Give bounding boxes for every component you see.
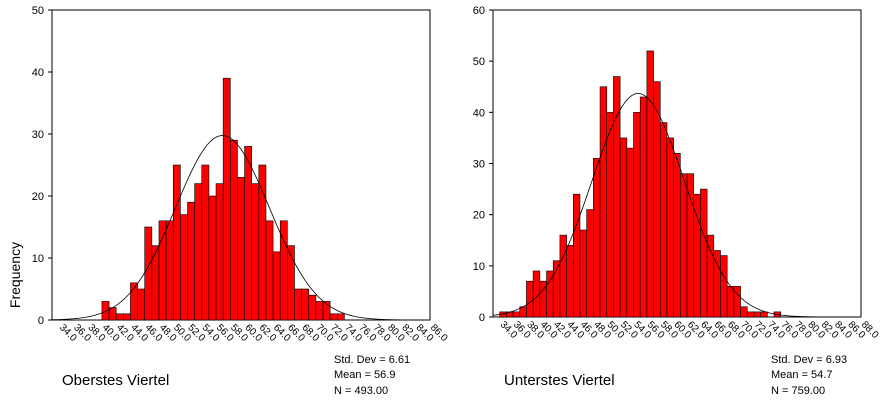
y-tick-label: 20 xyxy=(32,191,44,203)
histogram-bar xyxy=(201,164,210,321)
histogram-bar xyxy=(144,226,153,321)
histogram-bar xyxy=(208,195,217,321)
histogram-bar xyxy=(180,214,188,321)
y-tick-label: 50 xyxy=(32,5,44,17)
histogram-bar xyxy=(726,285,735,318)
stat-mean-unterstes: Mean = 54.7 xyxy=(771,369,832,381)
histogram-bar xyxy=(215,183,224,321)
y-tick-label: 10 xyxy=(473,261,485,273)
histogram-bar xyxy=(720,255,728,318)
y-tick-label: 40 xyxy=(473,107,485,119)
histogram-bar xyxy=(680,173,688,318)
histogram-bar xyxy=(315,301,324,321)
histogram-bar xyxy=(686,173,695,318)
histogram-bar xyxy=(258,164,267,321)
histogram-bar xyxy=(322,301,331,321)
histogram-bar xyxy=(666,137,674,318)
histogram-bar xyxy=(287,245,295,321)
normal-curve xyxy=(51,135,430,321)
histogram-bar xyxy=(559,234,567,318)
histogram-bar xyxy=(760,311,768,318)
x-tick-label: 86.0 xyxy=(428,322,450,344)
histogram-bar xyxy=(746,311,755,318)
y-tick-label: 50 xyxy=(473,56,485,68)
histogram-bar xyxy=(115,313,124,321)
histogram-bar xyxy=(301,288,310,321)
histogram-bar xyxy=(740,306,748,318)
histogram-bar xyxy=(593,158,601,318)
histogram-bar xyxy=(599,86,608,318)
histogram-bar xyxy=(265,220,274,321)
histogram-bar xyxy=(194,183,203,321)
y-tick-label: 10 xyxy=(32,253,44,265)
histogram-bar xyxy=(230,139,238,321)
y-tick-label: 40 xyxy=(32,67,44,79)
histogram-bar xyxy=(579,229,587,318)
stat-std-dev-oberstes: Std. Dev = 6.61 xyxy=(334,354,410,366)
chart-oberstes-viertel: 0102030405034.036.038.040.042.044.046.04… xyxy=(32,5,450,344)
histogram-bar xyxy=(137,288,146,321)
group-name-oberstes: Oberstes Viertel xyxy=(62,372,169,389)
histogram-bar xyxy=(653,81,661,318)
histogram-bar xyxy=(626,147,634,318)
histogram-bar xyxy=(572,193,581,318)
y-tick-label: 30 xyxy=(32,129,44,141)
histogram-bar xyxy=(646,50,654,318)
histogram-bar xyxy=(172,164,181,321)
histogram-bar xyxy=(123,313,131,321)
histogram-bar xyxy=(706,234,715,318)
histogram-bar xyxy=(329,313,338,321)
histogram-bar xyxy=(546,270,554,318)
histogram-bar xyxy=(639,96,648,318)
histogram-bar xyxy=(244,146,252,321)
histogram-bar xyxy=(586,209,594,318)
y-tick-label: 60 xyxy=(473,5,485,17)
histogram-bar xyxy=(336,313,345,321)
histogram-bar xyxy=(222,77,231,321)
histogram-bar xyxy=(187,201,195,321)
stat-n-unterstes: N = 759.00 xyxy=(771,385,825,397)
histogram-bar xyxy=(753,311,761,318)
y-tick-label: 0 xyxy=(479,312,485,324)
histogram-bar xyxy=(673,152,681,318)
histogram-bar xyxy=(251,183,260,321)
y-tick-label: 20 xyxy=(473,210,485,222)
histogram-bar xyxy=(566,245,574,318)
histogram-bar xyxy=(733,285,741,318)
histogram-bar xyxy=(272,251,281,321)
histogram-bar xyxy=(619,137,628,318)
histogram-bar xyxy=(151,245,160,321)
histogram-bar xyxy=(700,188,708,318)
histogram-bar xyxy=(512,311,521,318)
normal-curve xyxy=(492,93,861,318)
histogram-bar xyxy=(526,280,534,318)
stat-mean-oberstes: Mean = 56.9 xyxy=(334,369,395,381)
histogram-bar xyxy=(308,294,317,321)
y-tick-label: 0 xyxy=(38,315,44,327)
histogram-bar xyxy=(165,220,174,321)
y-axis-label: Frequency xyxy=(7,242,23,308)
y-tick-label: 30 xyxy=(473,159,485,171)
histogram-bar xyxy=(693,193,701,318)
histogram-bar xyxy=(294,288,302,321)
histogram-bar xyxy=(158,220,167,321)
stat-std-dev-unterstes: Std. Dev = 6.93 xyxy=(771,354,847,366)
stat-n-oberstes: N = 493.00 xyxy=(334,385,388,397)
histogram-bar xyxy=(606,112,614,318)
histogram-bar xyxy=(613,76,621,318)
histogram-bar xyxy=(633,112,641,318)
chart-unterstes-viertel: 010203040506034.036.038.040.042.044.046.… xyxy=(473,5,881,341)
group-name-unterstes: Unterstes Viertel xyxy=(504,372,615,389)
histogram-bar xyxy=(659,122,668,318)
histogram-bar xyxy=(237,177,245,321)
